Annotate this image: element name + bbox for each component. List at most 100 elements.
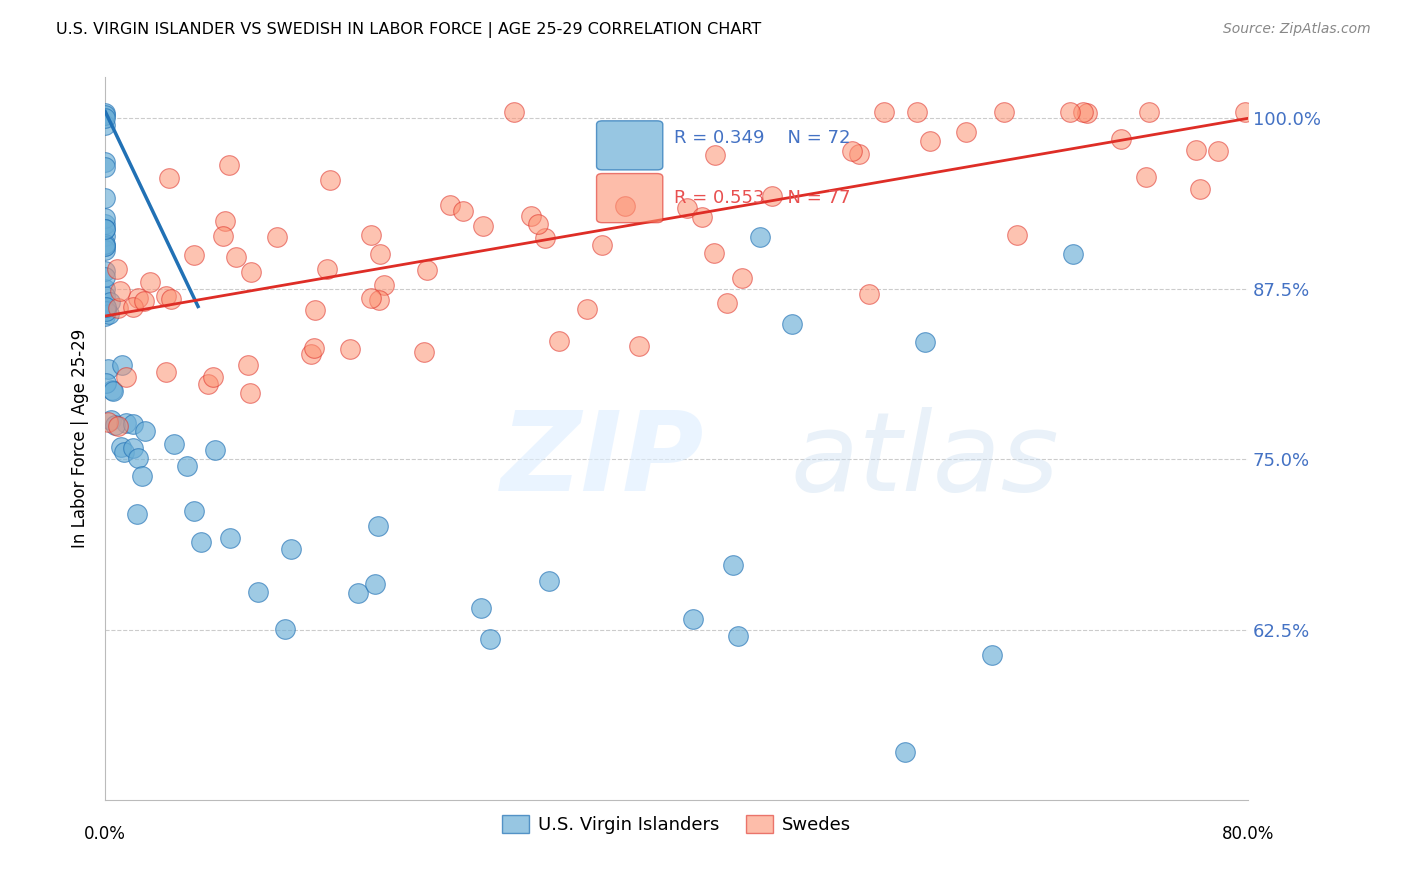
Point (614, 199, 637, 213)
Text: 80.0%: 80.0% (1222, 824, 1274, 843)
Point (101, 384, 124, 398)
Point (155, 289, 177, 303)
Point (360, 291, 382, 305)
Point (703, 245, 725, 260)
Point (94, 239, 117, 253)
Point (190, 534, 212, 549)
Point (107, 419, 129, 434)
Text: U.S. VIRGIN ISLANDER VS SWEDISH IN LABOR FORCE | AGE 25-29 CORRELATION CHART: U.S. VIRGIN ISLANDER VS SWEDISH IN LABOR… (56, 22, 762, 38)
Point (439, 198, 461, 212)
Point (157, 171, 180, 186)
Point (97, 415, 120, 429)
Point (94, 309, 117, 323)
Point (94, 270, 117, 285)
Point (94, 154, 117, 169)
Text: R = 0.349    N = 72: R = 0.349 N = 72 (675, 129, 851, 147)
Point (98, 307, 121, 321)
Point (347, 585, 370, 599)
Point (218, 158, 240, 172)
Legend: U.S. Virgin Islanders, Swedes: U.S. Virgin Islanders, Swedes (495, 808, 859, 841)
Point (125, 508, 148, 522)
Point (239, 385, 262, 400)
Point (266, 230, 288, 244)
Point (132, 293, 155, 308)
Point (94, 289, 117, 303)
Point (894, 745, 917, 759)
Point (858, 287, 880, 301)
Point (527, 217, 550, 231)
Point (519, 210, 541, 224)
Point (302, 341, 325, 355)
Point (94, 118, 117, 132)
Point (214, 214, 236, 228)
Point (159, 292, 181, 306)
Text: R = 0.553    N = 77: R = 0.553 N = 77 (675, 189, 851, 207)
Point (280, 541, 302, 556)
Point (364, 576, 387, 591)
Text: Source: ZipAtlas.com: Source: ZipAtlas.com (1223, 22, 1371, 37)
Point (981, 648, 1004, 663)
Point (94, 229, 117, 244)
Point (1234, 104, 1257, 119)
Point (413, 345, 436, 359)
Point (101, 384, 124, 399)
Point (453, 204, 475, 219)
Point (94, 282, 117, 296)
Text: ZIP: ZIP (501, 407, 704, 514)
Point (155, 365, 177, 379)
Point (273, 623, 295, 637)
Point (94, 302, 117, 317)
Point (134, 424, 156, 438)
Point (503, 104, 526, 119)
Point (471, 219, 494, 233)
Point (534, 231, 557, 245)
Point (367, 519, 389, 533)
Point (727, 630, 749, 644)
Point (139, 276, 162, 290)
Point (105, 262, 128, 277)
Point (225, 250, 247, 264)
Point (100, 413, 122, 427)
Point (761, 188, 783, 202)
Point (94, 236, 117, 251)
Text: 0.0%: 0.0% (84, 824, 127, 843)
Point (479, 632, 502, 646)
Point (319, 173, 342, 187)
Point (127, 450, 149, 465)
Point (993, 104, 1015, 119)
Point (373, 277, 395, 292)
Point (197, 377, 219, 392)
Point (97, 362, 120, 376)
Point (675, 201, 697, 215)
Point (955, 124, 977, 138)
Point (111, 358, 134, 372)
Point (239, 265, 262, 279)
Point (723, 558, 745, 572)
Point (905, 104, 928, 119)
Point (131, 468, 153, 483)
Point (104, 418, 127, 433)
Point (416, 263, 439, 277)
Point (548, 334, 571, 348)
Point (470, 601, 492, 615)
Point (121, 300, 143, 314)
Point (1184, 143, 1206, 157)
Point (218, 532, 240, 546)
Point (575, 301, 598, 316)
Point (94, 244, 117, 258)
Point (918, 135, 941, 149)
Point (749, 230, 772, 244)
Point (692, 210, 714, 224)
Point (94, 221, 117, 235)
Point (1137, 104, 1160, 119)
Point (94, 111, 117, 125)
Point (246, 585, 269, 599)
FancyBboxPatch shape (596, 120, 662, 170)
Point (682, 612, 704, 626)
Point (731, 270, 754, 285)
Point (1062, 246, 1084, 260)
Point (1135, 170, 1157, 185)
Point (94, 300, 117, 314)
Point (122, 417, 145, 431)
Point (873, 104, 896, 119)
